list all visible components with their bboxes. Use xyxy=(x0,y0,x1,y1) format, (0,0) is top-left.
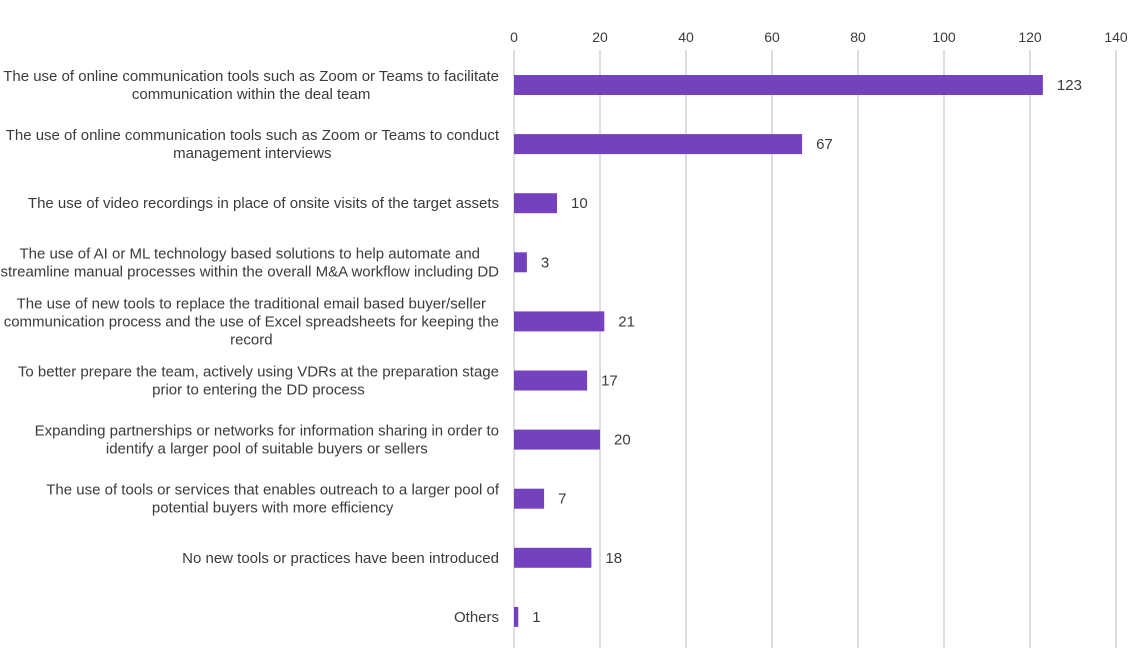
category-label: Expanding partnerships or networks for i… xyxy=(35,423,499,458)
data-label: 1 xyxy=(532,609,540,626)
bar xyxy=(514,488,545,509)
bar xyxy=(514,193,557,214)
bar xyxy=(514,370,588,391)
category-label: The use of online communication tools su… xyxy=(3,68,499,103)
category-label: The use of AI or ML technology based sol… xyxy=(0,245,499,280)
category-label: No new tools or practices have been intr… xyxy=(182,550,499,567)
bar xyxy=(514,75,1043,95)
category-labels: The use of online communication tools su… xyxy=(0,68,499,626)
category-label: The use of online communication tools su… xyxy=(6,127,500,162)
category-label: The use of new tools to replace the trad… xyxy=(4,295,499,348)
x-tick-label: 140 xyxy=(1104,29,1128,45)
bar xyxy=(514,134,803,155)
bar xyxy=(514,311,605,332)
x-tick-label: 100 xyxy=(932,29,956,45)
category-label: Others xyxy=(454,609,499,626)
data-label: 7 xyxy=(558,491,566,508)
x-tick-label: 40 xyxy=(678,29,694,45)
x-axis-ticks: 0 20 40 60 80 100 120 140 xyxy=(510,29,1128,45)
x-tick-label: 20 xyxy=(592,29,608,45)
bar xyxy=(514,547,592,568)
bars xyxy=(514,75,1043,627)
data-label: 10 xyxy=(571,195,588,212)
data-label: 20 xyxy=(614,432,631,449)
category-label: To better prepare the team, actively usi… xyxy=(18,364,499,399)
x-tick-label: 0 xyxy=(510,29,518,45)
bar xyxy=(514,429,600,450)
x-tick-label: 120 xyxy=(1018,29,1042,45)
data-label: 18 xyxy=(605,550,622,567)
category-label: The use of tools or services that enable… xyxy=(46,482,500,517)
data-label: 17 xyxy=(601,373,618,390)
bar xyxy=(514,606,519,627)
data-label: 67 xyxy=(816,136,833,153)
x-tick-label: 60 xyxy=(764,29,780,45)
data-labels: 123 67 10 3 21 17 20 7 18 1 xyxy=(532,77,1082,626)
bar xyxy=(514,252,527,273)
data-label: 123 xyxy=(1057,77,1082,94)
data-label: 3 xyxy=(541,254,549,271)
category-label: The use of video recordings in place of … xyxy=(28,195,499,212)
data-label: 21 xyxy=(618,313,635,330)
x-tick-label: 80 xyxy=(850,29,866,45)
